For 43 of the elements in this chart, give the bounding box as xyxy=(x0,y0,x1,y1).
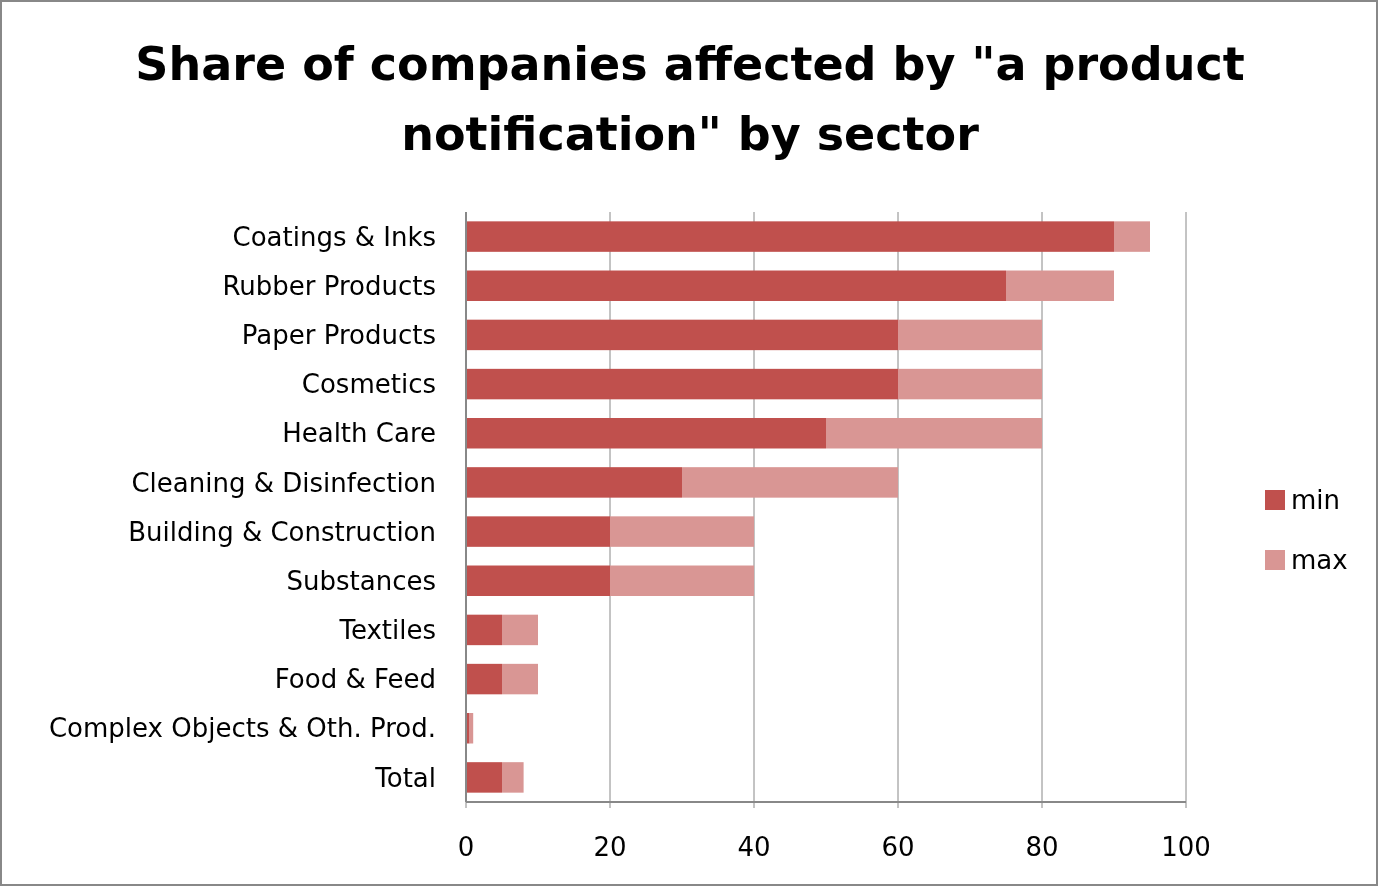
bar xyxy=(466,614,502,646)
y-tick-label: Health Care xyxy=(282,418,436,449)
bar xyxy=(466,663,502,695)
bar xyxy=(466,270,1006,301)
bar xyxy=(682,467,898,498)
bar xyxy=(826,418,1042,449)
bar xyxy=(502,663,538,695)
bar xyxy=(1006,270,1114,301)
bar xyxy=(502,762,524,793)
y-tick-label: Coatings & Inks xyxy=(232,221,436,252)
bar xyxy=(466,516,610,547)
y-tick-label: Substances xyxy=(286,565,436,596)
y-tick-label: Total xyxy=(374,762,436,793)
x-tick-label: 80 xyxy=(1025,832,1059,862)
bar xyxy=(466,762,502,793)
y-tick-label: Textiles xyxy=(338,615,436,646)
x-tick-label: 100 xyxy=(1161,832,1211,862)
x-tick-label: 40 xyxy=(737,832,771,862)
y-tick-label: Food & Feed xyxy=(274,664,436,695)
bar xyxy=(898,368,1042,400)
y-tick-label: Rubber Products xyxy=(222,270,436,301)
y-tick-label: Cleaning & Disinfection xyxy=(131,467,436,498)
bar xyxy=(466,221,1114,252)
x-tick-label: 60 xyxy=(881,832,915,862)
legend-label: min xyxy=(1291,485,1341,516)
y-tick-label: Paper Products xyxy=(241,320,436,351)
bar xyxy=(502,614,538,646)
bar xyxy=(466,565,610,596)
chart-title: Share of companies affected by "a product notification" by sector xyxy=(135,37,1245,161)
y-tick-label: Building & Construction xyxy=(128,516,436,547)
y-tick-label: Cosmetics xyxy=(301,369,436,400)
bar xyxy=(610,565,754,596)
bar xyxy=(466,368,898,400)
legend-label: max xyxy=(1291,545,1348,576)
bar xyxy=(466,319,898,351)
bar xyxy=(898,319,1042,351)
x-tick-label: 20 xyxy=(593,832,627,862)
bar xyxy=(466,467,682,498)
y-tick-label: Complex Objects & Oth. Prod. xyxy=(48,713,436,744)
x-tick-label: 0 xyxy=(457,832,475,862)
bar xyxy=(610,516,754,547)
bar xyxy=(1114,221,1150,252)
bar xyxy=(466,418,826,449)
